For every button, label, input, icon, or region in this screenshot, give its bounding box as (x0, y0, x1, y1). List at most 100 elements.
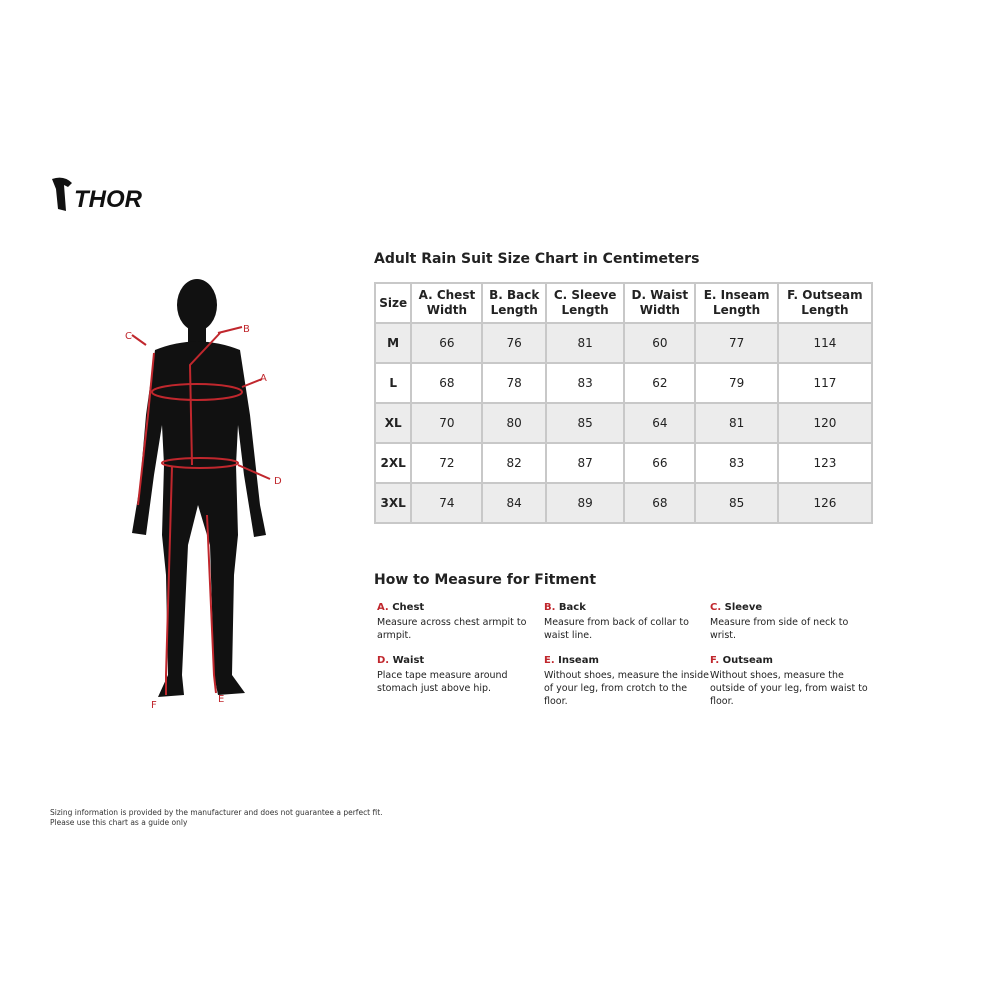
measure-letter: E. (544, 655, 555, 666)
header-line: Width (639, 303, 680, 317)
table-cell: 74 (410, 482, 484, 524)
measure-desc: Without shoes, measure the inside of you… (544, 670, 709, 707)
table-cell: 66 (623, 442, 697, 484)
size-cell: 2XL (373, 442, 413, 484)
table-cell: 64 (623, 402, 697, 444)
column-header: D. Waist Width (623, 282, 697, 324)
header-line: Size (379, 295, 408, 310)
column-header: B. Back Length (481, 282, 547, 324)
table-cell: 123 (776, 442, 874, 484)
disclaimer-line: Sizing information is provided by the ma… (50, 808, 383, 817)
size-cell: XL (373, 402, 413, 444)
measure-name: A. Chest (377, 601, 542, 614)
header-line: B. Back (489, 288, 540, 302)
measure-item: A. Chest Measure across chest armpit to a… (377, 601, 542, 642)
label-c: C (125, 331, 132, 342)
table-cell: 120 (776, 402, 874, 444)
measure-label: Outseam (722, 655, 773, 666)
header-line: F. Outseam (787, 288, 863, 302)
measure-item: E. Inseam Without shoes, measure the insi… (544, 654, 709, 708)
table-row: M 66 76 81 60 77 114 (373, 322, 874, 364)
measure-name: B. Back (544, 601, 709, 614)
measure-desc: Without shoes, measure the outside of yo… (710, 670, 868, 707)
body-measurement-figure: A B C D E F (125, 279, 282, 711)
measure-desc: Measure from back of collar to waist lin… (544, 617, 689, 641)
measure-letter: A. (377, 602, 389, 613)
table-cell: 114 (776, 322, 874, 364)
measure-label: Waist (392, 655, 425, 666)
table-cell: 84 (481, 482, 547, 524)
table-cell: 76 (481, 322, 547, 364)
header-line: E. Inseam (703, 288, 770, 302)
table-cell: 83 (544, 362, 626, 404)
column-header: Size (373, 282, 413, 324)
measure-item: F. Outseam Without shoes, measure the out… (710, 654, 875, 708)
table-cell: 117 (776, 362, 874, 404)
table-cell: 70 (410, 402, 484, 444)
header-line: Length (490, 303, 538, 317)
table-cell: 85 (544, 402, 626, 444)
measure-item: D. Waist Place tape measure around stomac… (377, 654, 542, 695)
measure-desc: Measure from side of neck to wrist. (710, 617, 849, 641)
table-cell: 82 (481, 442, 547, 484)
label-e: E (218, 694, 224, 705)
measure-name: C. Sleeve (710, 601, 875, 614)
table-cell: 62 (623, 362, 697, 404)
table-row: 2XL 72 82 87 66 83 123 (373, 442, 874, 484)
table-row: XL 70 80 85 64 81 120 (373, 402, 874, 444)
disclaimer-line: Please use this chart as a guide only (50, 818, 188, 827)
measure-name: E. Inseam (544, 654, 709, 667)
measure-desc: Measure across chest armpit to armpit. (377, 617, 527, 641)
label-d: D (274, 476, 282, 487)
table-cell: 80 (481, 402, 547, 444)
chart-title: Adult Rain Suit Size Chart in Centimeter… (374, 251, 700, 267)
table-cell: 81 (694, 402, 779, 444)
table-cell: 79 (694, 362, 779, 404)
measure-letter: B. (544, 602, 556, 613)
column-header: F. Outseam Length (776, 282, 874, 324)
column-header: E. Inseam Length (694, 282, 779, 324)
size-table: Size A. Chest Width B. Back Length C. Sleeve L… (373, 282, 874, 524)
howto-title: How to Measure for Fitment (374, 572, 597, 588)
measure-letter: C. (710, 602, 722, 613)
table-row: 3XL 74 84 89 68 85 126 (373, 482, 874, 524)
column-header: A. Chest Width (410, 282, 484, 324)
size-cell: L (373, 362, 413, 404)
thor-logo: THOR (52, 177, 143, 213)
header-line: A. Chest (418, 288, 476, 302)
header-line: C. Sleeve (553, 288, 617, 302)
table-cell: 60 (623, 322, 697, 364)
table-cell: 81 (544, 322, 626, 364)
measure-label: Inseam (558, 655, 599, 666)
header-line: Length (561, 303, 609, 317)
header-row: Size A. Chest Width B. Back Length C. Sleeve L… (373, 282, 874, 324)
measure-desc: Place tape measure around stomach just a… (377, 670, 508, 694)
label-b: B (243, 324, 250, 335)
table-cell: 68 (623, 482, 697, 524)
table-row: L 68 78 83 62 79 117 (373, 362, 874, 404)
measure-label: Chest (392, 602, 425, 613)
header-line: Width (426, 303, 467, 317)
table-cell: 87 (544, 442, 626, 484)
table-cell: 72 (410, 442, 484, 484)
svg-text:THOR: THOR (74, 186, 143, 213)
table-cell: 83 (694, 442, 779, 484)
measure-item: C. Sleeve Measure from side of neck to wr… (710, 601, 875, 642)
measure-letter: F. (710, 655, 720, 666)
measure-letter: D. (377, 655, 390, 666)
measure-name: F. Outseam (710, 654, 875, 667)
column-header: C. Sleeve Length (544, 282, 626, 324)
label-a: A (260, 373, 267, 384)
label-f: F (151, 700, 157, 711)
table-cell: 78 (481, 362, 547, 404)
size-cell: M (373, 322, 413, 364)
table-cell: 126 (776, 482, 874, 524)
size-cell: 3XL (373, 482, 413, 524)
table-cell: 77 (694, 322, 779, 364)
measure-item: B. Back Measure from back of collar to wa… (544, 601, 709, 642)
table-cell: 68 (410, 362, 484, 404)
header-line: Length (801, 303, 849, 317)
table-cell: 85 (694, 482, 779, 524)
header-line: Length (713, 303, 761, 317)
disclaimer: Sizing information is provided by the ma… (50, 808, 383, 828)
